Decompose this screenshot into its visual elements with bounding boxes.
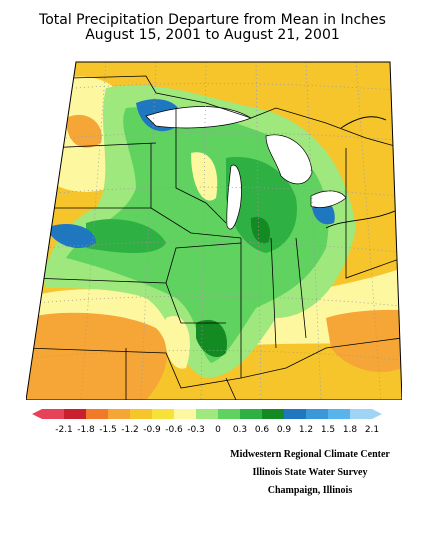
legend-swatch (130, 409, 152, 419)
departure-zone (164, 316, 190, 369)
lake-huron (265, 134, 313, 185)
legend-swatch (284, 409, 306, 419)
legend-swatch (240, 409, 262, 419)
state-borders (26, 75, 402, 400)
departure-zone (46, 223, 96, 248)
legend-swatch (196, 409, 218, 419)
legend-label: -0.6 (165, 425, 183, 435)
legend-label: 0.6 (255, 425, 270, 435)
legend-label: 1.2 (299, 425, 313, 435)
legend-swatch (306, 409, 328, 419)
legend-arrow-right (372, 409, 382, 419)
legend-swatch (174, 409, 196, 419)
precipitation-map (26, 61, 402, 400)
legend-label: 0 (215, 425, 221, 435)
credit-location: Champaign, Illinois (267, 485, 353, 496)
legend-label: 1.5 (321, 425, 335, 435)
legend-label: -2.1 (55, 425, 73, 435)
legend-swatch (86, 409, 108, 419)
departure-zone (26, 312, 167, 400)
legend-swatch (152, 409, 174, 419)
legend-label: 0.3 (233, 425, 247, 435)
departure-zone (250, 217, 271, 244)
legend-label: 0.9 (277, 425, 292, 435)
lake-michigan (226, 164, 242, 230)
map-title: Total Precipitation Departure from Mean … (39, 12, 386, 28)
legend-label: -1.8 (77, 425, 95, 435)
color-legend: -2.1 -1.8 -1.5 -1.2 -0.9 -0.6 -0.3 0 0.3 0.6 0.9 1.… (32, 409, 382, 435)
legend-label: -1.2 (121, 425, 139, 435)
legend-label: -0.9 (143, 425, 161, 435)
credit-isws: Illinois State Water Survey (252, 467, 368, 478)
legend-swatch (42, 409, 64, 419)
departure-zone (66, 114, 102, 148)
coastline (325, 116, 402, 229)
departure-zone (226, 157, 297, 253)
legend-swatch (64, 409, 86, 419)
legend-swatch (350, 409, 372, 419)
legend-label: -1.5 (99, 425, 117, 435)
map-data-layer (26, 62, 402, 400)
legend-label: -0.3 (187, 425, 205, 435)
departure-zone (86, 219, 166, 253)
map-frame (26, 61, 402, 400)
departure-zone (326, 309, 402, 372)
credit-mrcc: Midwestern Regional Climate Center (230, 449, 390, 460)
legend-swatch (262, 409, 284, 419)
map-date-range: August 15, 2001 to August 21, 2001 (85, 27, 340, 43)
departure-zone (191, 152, 218, 201)
legend-swatch (218, 409, 240, 419)
legend-label: 1.8 (343, 425, 358, 435)
departure-zone (196, 319, 227, 358)
legend-arrow-left (32, 409, 42, 419)
legend-swatch (108, 409, 130, 419)
legend-label: 2.1 (365, 425, 379, 435)
legend-swatch (328, 409, 350, 419)
